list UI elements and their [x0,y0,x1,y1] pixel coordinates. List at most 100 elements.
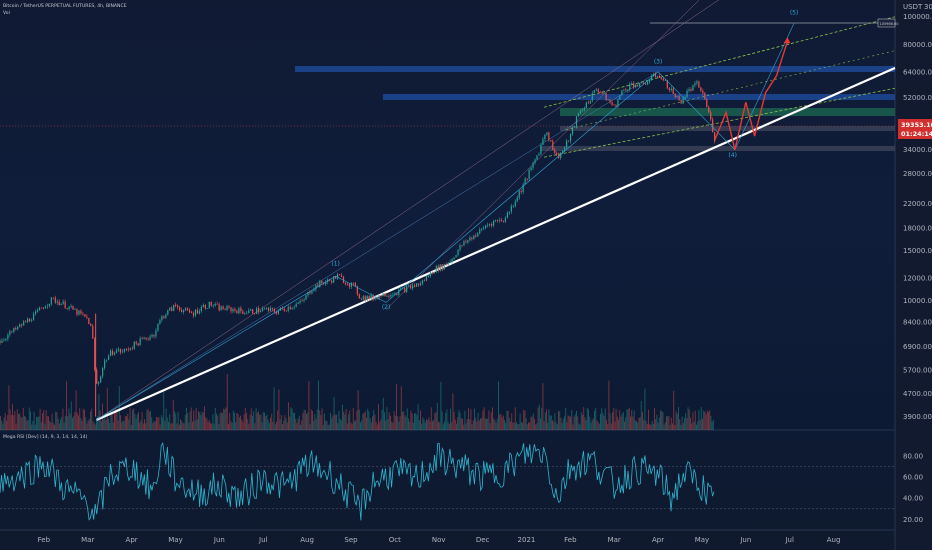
volume-bar [256,412,258,430]
volume-bar [283,420,285,430]
candle-body [240,308,242,312]
candle-body [494,220,497,222]
volume-bar [123,421,125,430]
candle-body [508,211,510,213]
volume-bar [507,410,509,430]
volume-bar [625,417,627,430]
candle-body [534,159,536,163]
time-tick-label: Apr [126,536,138,544]
candle-body [573,126,576,128]
volume-bar [166,417,168,430]
volume-bar [376,424,378,430]
volume-bars [0,374,714,430]
volume-bar [616,416,618,430]
candle-body [623,89,625,91]
volume-bar [656,414,658,430]
volume-bar [109,422,111,430]
volume-bar [657,422,659,430]
volume-bar [711,421,713,430]
volume-bar [205,417,207,430]
volume-bar [145,423,147,430]
volume-bar [64,416,66,430]
support-zone-low[interactable] [540,146,895,151]
volume-bar [94,424,96,430]
volume-bar [307,412,309,430]
volume-bar [448,423,450,430]
candle-body [208,301,210,309]
time-axis: Feb Mar Apr May Jun Jul Aug Sep Oct Nov Dec 2021 Feb… [38,536,841,544]
volume-bar [580,412,582,430]
volume-bar [10,415,12,430]
volume-bar [126,416,127,430]
volume-bar [579,424,581,430]
volume-bar [226,374,228,430]
price-axis-background[interactable] [896,0,932,550]
volume-bar [667,416,669,430]
volume-bar [394,415,396,430]
volume-bar [682,422,684,430]
candle-body [548,132,550,141]
candle-body [5,338,7,340]
candle-body [554,149,556,153]
volume-bar [404,415,406,430]
candle-body [90,324,92,326]
volume-bar [220,412,222,430]
candle-body [413,285,416,287]
candle-body [246,313,248,314]
volume-bar [277,410,279,430]
candle-body [230,307,232,312]
volume-bar [272,421,274,430]
wave-label: (1) [331,260,340,267]
candle-body [0,341,1,343]
resistance-zone-upper[interactable] [295,66,895,72]
volume-bar [358,409,360,430]
candle-body [451,259,453,262]
candle-body [218,304,220,311]
candle-body [309,292,311,294]
candle-body [149,336,151,340]
candle-body [127,349,129,350]
candle-body [42,308,45,309]
support-zone-grey[interactable] [560,126,895,131]
candle-body [15,328,17,330]
volume-bar [237,413,239,430]
wave-label: (2) [382,304,391,311]
volume-bar [438,421,439,430]
volume-bar [242,421,244,430]
volume-bar [708,411,709,430]
volume-bar [22,407,24,430]
volume-bar [514,407,516,430]
volume-bar [154,421,156,430]
volume-bar [218,423,220,430]
price-tag-box [898,119,932,139]
volume-bar [328,424,330,430]
candle-body [567,140,570,142]
candle-body [688,89,690,91]
volume-bar [33,411,35,430]
volume-bar [304,410,306,430]
volume-bar [512,422,514,430]
candle-body [394,293,396,295]
volume-bar [280,415,282,430]
volume-bar [314,414,316,430]
support-zone-green[interactable] [560,108,895,116]
candle-body [171,307,173,311]
candle-body [242,311,244,314]
volume-bar [333,397,335,430]
candle-body [380,295,382,297]
volume-bar [106,387,108,430]
volume-bar [666,416,667,430]
volume-bar [282,424,283,430]
candle-body [700,87,702,91]
time-tick-label: Apr [652,536,664,544]
volume-bar [562,418,564,430]
volume-bar [222,413,223,430]
quote-currency-label[interactable]: USDT [903,3,923,11]
volume-bar [91,408,93,430]
volume-bar [488,410,490,430]
volume-bar [392,422,394,430]
resistance-zone-lower[interactable] [383,94,895,100]
volume-bar [429,421,431,430]
candle-body [107,355,110,360]
